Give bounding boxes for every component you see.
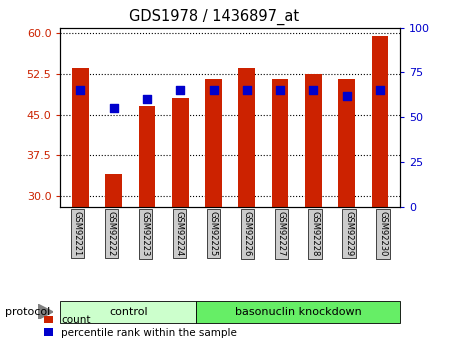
- Text: GSM92223: GSM92223: [141, 211, 150, 257]
- Text: GSM92225: GSM92225: [209, 211, 218, 256]
- Bar: [372, 36, 388, 207]
- Text: GDS1978 / 1436897_at: GDS1978 / 1436897_at: [129, 9, 299, 25]
- Text: GSM92224: GSM92224: [175, 211, 184, 256]
- Bar: [272, 79, 288, 207]
- Text: basonuclin knockdown: basonuclin knockdown: [235, 307, 361, 317]
- Text: GSM92229: GSM92229: [345, 211, 353, 256]
- Bar: [172, 98, 189, 207]
- Point: [77, 88, 84, 93]
- Bar: [239, 68, 255, 207]
- Point: [143, 97, 151, 102]
- Text: GSM92230: GSM92230: [379, 211, 387, 257]
- Point: [210, 88, 217, 93]
- Point: [376, 88, 384, 93]
- Text: GSM92222: GSM92222: [107, 211, 116, 256]
- Bar: [339, 79, 355, 207]
- Legend: count, percentile rank within the sample: count, percentile rank within the sample: [42, 313, 239, 340]
- Point: [243, 88, 251, 93]
- Text: GSM92221: GSM92221: [73, 211, 82, 256]
- Bar: [205, 79, 222, 207]
- Point: [276, 88, 284, 93]
- Point: [110, 106, 118, 111]
- Text: control: control: [109, 307, 148, 317]
- Bar: [139, 106, 155, 207]
- Text: GSM92226: GSM92226: [243, 211, 252, 257]
- Text: protocol: protocol: [5, 307, 50, 317]
- Text: GSM92227: GSM92227: [277, 211, 286, 257]
- Point: [177, 88, 184, 93]
- Point: [343, 93, 350, 99]
- Polygon shape: [38, 304, 53, 319]
- Point: [310, 88, 317, 93]
- Text: GSM92228: GSM92228: [311, 211, 319, 257]
- Bar: [106, 174, 122, 207]
- Bar: [305, 74, 322, 207]
- Bar: [72, 68, 89, 207]
